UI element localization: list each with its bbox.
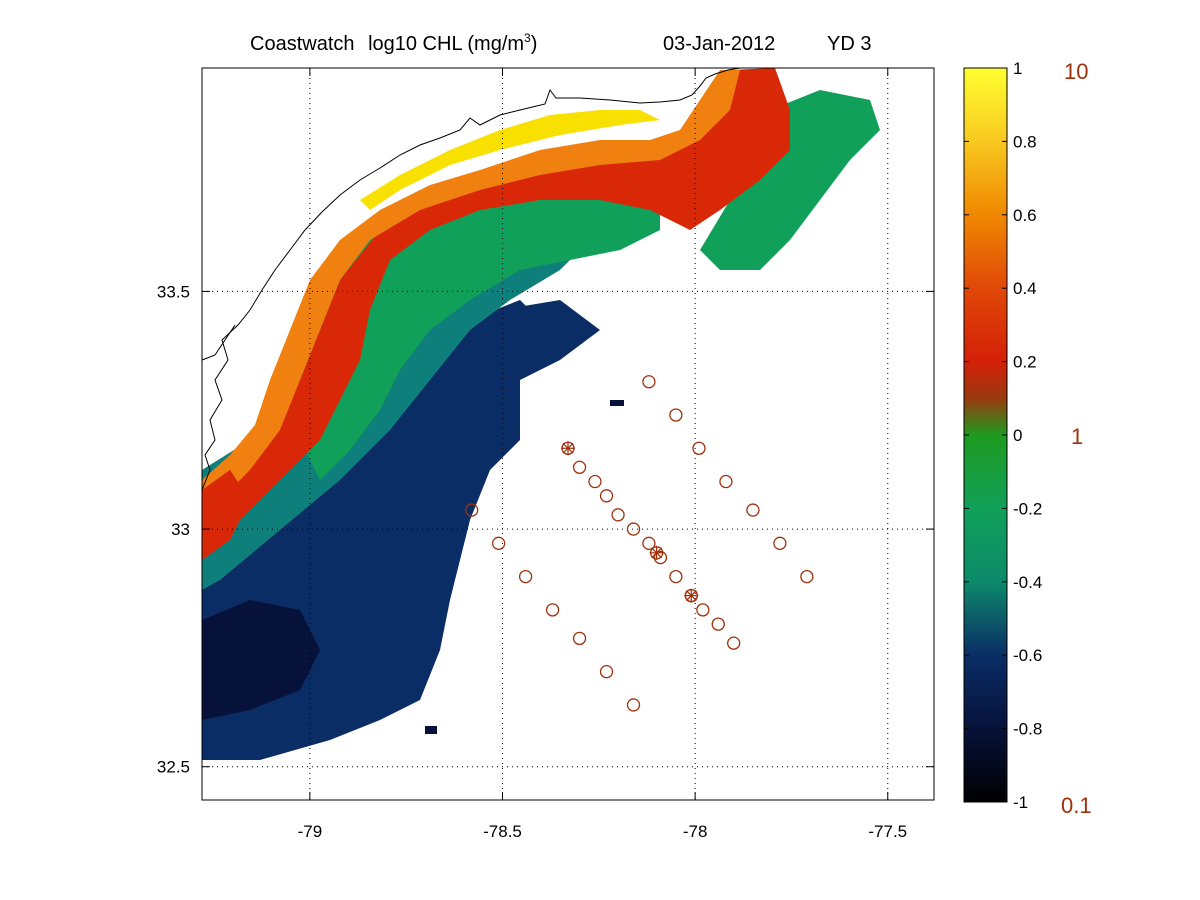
colorbar-tick-label: -0.8 (1013, 720, 1042, 739)
y-tick-label: 32.5 (157, 758, 190, 777)
station-marker (626, 698, 641, 712)
chl-isolated-pixel (610, 400, 624, 406)
station-star-marker (561, 441, 575, 456)
station-marker (518, 569, 533, 584)
colorbar-tick-label: -1 (1013, 793, 1028, 812)
chl-red-coastal-band (202, 68, 790, 560)
station-marker (599, 489, 614, 503)
station-marker (696, 603, 710, 617)
title-variable-prefix: log10 CHL (mg/m (368, 33, 524, 55)
map-grid (202, 68, 934, 800)
colorbar-tick-label: -0.6 (1013, 646, 1042, 665)
station-marker (611, 508, 625, 522)
station-marker (692, 441, 706, 455)
x-tick-label: -78.5 (483, 822, 522, 841)
map-frame (201, 67, 935, 801)
chlorophyll-field (202, 68, 880, 760)
colorbar-tick-label: 0.8 (1013, 132, 1037, 151)
station-marker (572, 631, 587, 646)
station-marker (492, 536, 506, 550)
colorbar-tick-label: -0.2 (1013, 499, 1042, 518)
title-variable-exponent: 3 (524, 31, 531, 45)
colorbar-tick-label: -0.4 (1013, 573, 1042, 592)
station-marker (746, 503, 760, 517)
colorbar-tick-label: 0.6 (1013, 206, 1037, 225)
colorbar-conc-label-10: 10 (1064, 59, 1088, 84)
station-marker (599, 665, 614, 679)
station-marker (572, 460, 587, 474)
station-marker (642, 536, 656, 550)
x-tick-label: -77.5 (868, 822, 907, 841)
title-product: Coastwatch (250, 33, 355, 55)
station-marker (588, 474, 602, 489)
colorbar-tick-label: 0.4 (1013, 279, 1037, 298)
station-marker (773, 536, 787, 550)
coastline (201, 67, 741, 491)
colorbar-ticks: 1 0.8 0.6 0.4 0.2 0 -0.2 -0.4 -0.6 -0.8 -1 (964, 59, 1042, 812)
chl-isolated-pixel-south (425, 726, 437, 734)
station-marker (727, 636, 741, 650)
colorbar-tick-label: 0 (1013, 426, 1022, 445)
map-axis-ticks: -79 -78.5 -78 -77.5 33.5 33 32.5 (157, 68, 934, 841)
title-variable-suffix: ) (531, 33, 538, 55)
station-star-marker (649, 545, 664, 560)
colorbar (963, 67, 1008, 803)
colorbar-tick-label: 0.2 (1013, 353, 1037, 372)
chl-red-south-patch (202, 470, 250, 560)
chl-green-east-patches (700, 90, 880, 270)
title-yearday: YD 3 (827, 33, 871, 55)
x-tick-label: -78 (683, 822, 708, 841)
station-marker (653, 550, 668, 565)
chl-yellow-nearshore (360, 110, 660, 210)
station-star-marker (684, 588, 699, 603)
station-marker (719, 474, 733, 489)
sampling-stations (465, 375, 814, 712)
station-marker (626, 522, 641, 536)
chl-dark-patch (202, 600, 320, 720)
station-marker (669, 408, 683, 422)
title-date: 03-Jan-2012 (663, 33, 775, 55)
station-marker (642, 375, 656, 389)
y-tick-label: 33 (171, 520, 190, 539)
station-marker (545, 603, 560, 617)
station-marker (669, 569, 683, 584)
station-marker (800, 569, 814, 584)
station-marker (711, 617, 725, 631)
chl-teal-band (202, 200, 600, 590)
chl-orange-band (202, 70, 740, 515)
colorbar-conc-label-0-1: 0.1 (1061, 793, 1092, 818)
station-marker (465, 503, 479, 517)
map-title: Coastwatch log10 CHL (mg/m3) (250, 31, 537, 55)
y-tick-label: 33.5 (157, 282, 190, 301)
colorbar-conc-label-1: 1 (1071, 424, 1083, 449)
x-tick-label: -79 (298, 822, 323, 841)
colorbar-tick-label: 1 (1013, 59, 1022, 78)
coastline-estuary (201, 324, 236, 361)
